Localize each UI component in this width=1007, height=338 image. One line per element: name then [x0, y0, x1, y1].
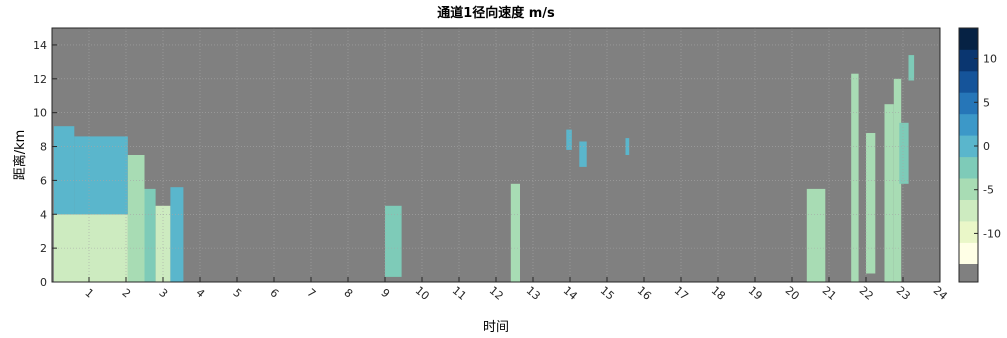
x-tick-label: 24 — [931, 284, 950, 303]
x-tick-label: 10 — [413, 284, 432, 303]
y-tick-label: 8 — [40, 141, 47, 154]
y-tick-label: 4 — [40, 208, 47, 221]
x-tick-label: 17 — [672, 284, 691, 303]
colorbar-segment — [959, 92, 978, 115]
colorbar-frame — [958, 27, 979, 283]
y-axis: 0 2 4 6 8 10 12 14 — [33, 39, 57, 289]
heatmap-region — [899, 122, 909, 184]
colorbar-segment — [959, 113, 978, 136]
heatmap-region — [144, 188, 156, 282]
y-tick-label: 10 — [33, 107, 47, 120]
y-tick-label: 14 — [33, 39, 47, 52]
heatmap-region — [908, 55, 915, 81]
heatmap-region — [510, 183, 520, 282]
colorbar-segment — [959, 242, 978, 265]
colorbar-segment — [959, 70, 978, 93]
heatmap-region — [566, 129, 572, 150]
heatmap-region — [806, 188, 826, 282]
colorbar-tick-label: -5 — [983, 184, 994, 197]
x-tick-label: 5 — [230, 286, 244, 300]
colorbar-segment — [959, 178, 978, 200]
heatmap-region — [866, 133, 876, 274]
x-tick-label: 19 — [746, 284, 765, 303]
chart-title: 通道1径向速度 m/s — [437, 5, 555, 21]
colorbar-tick-label: 10 — [983, 53, 997, 66]
heatmap-region — [851, 73, 859, 282]
x-tick-label: 18 — [709, 284, 728, 303]
x-tick-label: 21 — [820, 284, 839, 303]
colorbar: 10 5 0 -5 -10 — [958, 27, 1001, 283]
heatmap-region — [74, 136, 128, 215]
colorbar-segment — [959, 49, 978, 72]
colorbar-segment — [959, 135, 978, 158]
grid-lines — [52, 28, 940, 282]
x-tick-label: 16 — [635, 284, 654, 303]
x-axis-label: 时间 — [483, 320, 509, 335]
x-tick-label: 7 — [304, 286, 318, 300]
x-tick-label: 6 — [267, 286, 281, 300]
heatmap-region — [155, 205, 171, 282]
colorbar-segment — [959, 221, 978, 243]
x-tick-label: 3 — [156, 286, 170, 300]
heatmap-region — [579, 141, 587, 167]
x-tick-label: 13 — [524, 284, 543, 303]
x-tick-label: 2 — [119, 286, 133, 300]
heatmap-region — [893, 78, 902, 282]
heatmap-layer — [53, 55, 915, 282]
x-tick-label: 22 — [857, 284, 876, 303]
heatmap-region — [625, 138, 630, 155]
y-tick-label: 12 — [33, 73, 47, 86]
colorbar-segment — [959, 199, 978, 222]
colorbar-segment — [959, 28, 978, 50]
x-tick-label: 15 — [598, 284, 617, 303]
colorbar-tick-label: 5 — [983, 96, 990, 109]
colorbar-segment — [959, 156, 978, 179]
colorbar-tick-label: -10 — [983, 227, 1001, 240]
heatmap-region — [385, 205, 402, 277]
y-tick-label: 0 — [40, 276, 47, 289]
heatmap-region — [884, 104, 894, 282]
colorbar-tick-label: 0 — [983, 140, 990, 153]
colorbar-nodata-segment — [959, 264, 978, 282]
heatmap-region — [127, 155, 145, 282]
x-tick-label: 1 — [82, 286, 96, 300]
x-tick-label: 12 — [487, 284, 506, 303]
x-tick-label: 11 — [450, 284, 469, 303]
x-tick-label: 9 — [378, 286, 392, 300]
y-tick-label: 2 — [40, 242, 47, 255]
heatmap-region — [170, 187, 184, 282]
x-tick-label: 23 — [894, 284, 913, 303]
x-tick-label: 20 — [783, 284, 802, 303]
x-tick-label: 14 — [561, 284, 580, 303]
y-tick-label: 6 — [40, 174, 47, 187]
heatmap-region — [53, 126, 75, 215]
y-axis-label: 距离/km — [12, 130, 28, 181]
x-tick-label: 8 — [341, 286, 355, 300]
x-tick-label: 4 — [193, 286, 207, 300]
